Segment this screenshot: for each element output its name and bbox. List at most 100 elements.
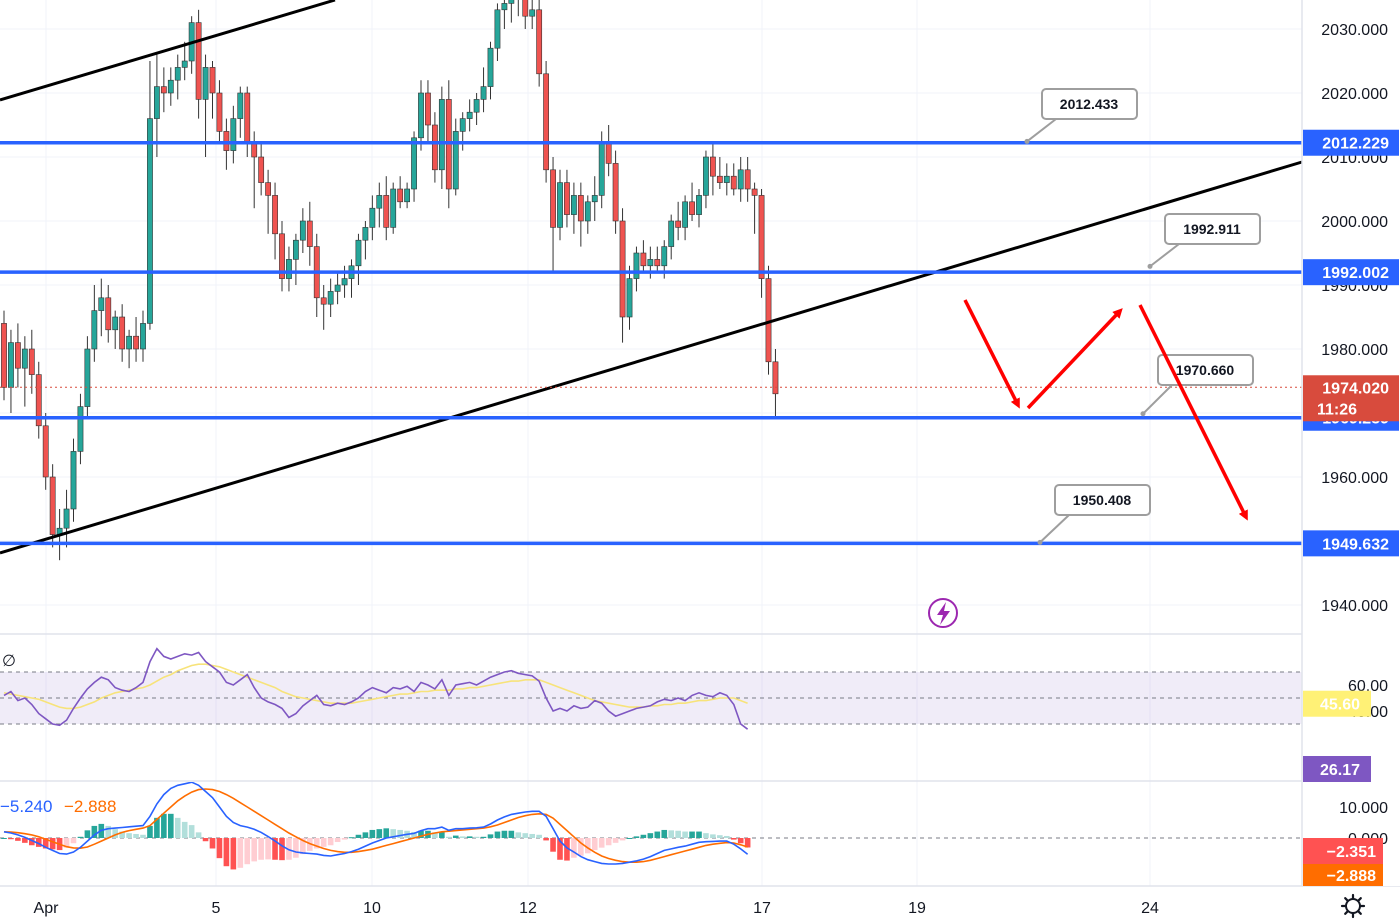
macd-histogram-bar <box>119 831 125 838</box>
candle <box>209 61 216 119</box>
candle-body <box>84 348 91 407</box>
candle <box>15 323 21 388</box>
candle <box>612 150 619 234</box>
candle <box>35 361 42 439</box>
candle-body <box>126 335 132 350</box>
macd-histogram-bar <box>279 838 285 861</box>
candle <box>348 259 355 298</box>
macd-histogram-bar <box>397 829 403 838</box>
candle-body <box>237 92 244 119</box>
trend-line-upper[interactable] <box>0 0 336 102</box>
macd-histogram-bar <box>522 833 529 838</box>
price-axis-tags: 2012.2291992.0021969.2591949.6321974.020… <box>1303 129 1399 886</box>
candle <box>723 163 730 196</box>
signal-legend-value: −2.888 <box>64 797 116 816</box>
price-callout[interactable]: 1950.408 <box>1037 484 1151 545</box>
macd-histogram-bar <box>737 838 744 844</box>
time-axis-labels: Apr 5 10 12 17 19 24 <box>34 900 1159 917</box>
candle <box>452 118 459 196</box>
price-callout[interactable]: 1970.660 <box>1140 354 1254 417</box>
countdown-timer: 11:26 <box>1317 401 1357 418</box>
macd-histogram-bar <box>112 829 118 838</box>
candle <box>174 54 181 100</box>
macd-histogram-bar <box>181 821 188 838</box>
trend-line-lower[interactable] <box>0 160 1303 555</box>
macd-histogram-bar <box>446 836 452 838</box>
candle-body <box>550 169 556 228</box>
macd-histogram-bar <box>188 825 195 838</box>
candle-body <box>570 195 577 215</box>
macd-histogram-bar <box>84 830 91 838</box>
candle <box>77 393 84 465</box>
candle-body <box>557 182 563 228</box>
macd-histogram-bar <box>265 838 271 860</box>
candle <box>258 144 265 196</box>
candle-body <box>209 67 216 94</box>
rsi-ma-tag-text: 45.60 <box>1320 697 1360 714</box>
candle <box>418 80 424 151</box>
macd-histogram-bar <box>91 825 98 838</box>
macd-histogram-bar <box>369 829 376 838</box>
candle-body <box>772 361 779 395</box>
macd-histogram-bar <box>223 838 230 867</box>
level-tag-bg <box>1303 530 1399 557</box>
candle <box>397 176 404 209</box>
price-tick-label: 1940.000 <box>1321 598 1388 615</box>
macd-histogram-bar <box>550 838 556 852</box>
rsi-collapse-icon[interactable]: ∅ <box>2 653 16 670</box>
macd-histogram-bar <box>15 838 21 841</box>
macd-histogram-bar <box>161 813 167 838</box>
candle <box>327 278 334 317</box>
macd-pane <box>0 782 1302 870</box>
candle <box>431 112 438 183</box>
candle-body <box>466 111 473 119</box>
level-tag-bg <box>1303 259 1399 286</box>
macd-histogram-bar <box>744 838 751 848</box>
candle-body <box>668 220 675 247</box>
macd-histogram-bar <box>605 838 612 846</box>
candle-body <box>640 252 647 267</box>
macd-histogram-bar <box>703 833 709 838</box>
candle <box>640 240 647 273</box>
rsi-line <box>3 647 749 730</box>
candle-body <box>626 278 633 318</box>
date-tick-label: 19 <box>908 900 926 917</box>
macd-histogram-bar <box>237 838 244 868</box>
candle-body <box>431 124 438 171</box>
macd-histogram-bar <box>515 832 522 838</box>
candle <box>529 0 536 29</box>
candle-body <box>411 137 417 190</box>
candle <box>536 0 543 87</box>
macd-histogram-bar <box>168 813 174 838</box>
lightning-icon[interactable] <box>928 598 958 628</box>
macd-histogram-bar <box>77 836 84 838</box>
candle <box>626 265 633 330</box>
macd-histogram-bar <box>480 836 487 838</box>
candle <box>751 182 758 234</box>
price-callout[interactable]: 1992.911 <box>1147 213 1261 269</box>
macd-histogram-bar <box>418 830 424 838</box>
candles <box>1 0 779 561</box>
candle-body <box>35 374 42 427</box>
candle <box>91 285 98 362</box>
candle <box>334 272 341 305</box>
candle-body <box>584 201 591 222</box>
macd-tick-label: 10.000 <box>1339 800 1388 817</box>
macd-histogram-bar <box>390 829 396 838</box>
macd-histogram-bar <box>675 830 681 838</box>
projection-arrows <box>963 299 1248 521</box>
macd-histogram-bar <box>654 831 661 838</box>
candle <box>425 80 431 145</box>
settings-gear-icon[interactable] <box>1340 893 1366 919</box>
candle-body <box>487 47 494 87</box>
date-tick-label: 12 <box>519 900 537 917</box>
candle-body <box>480 86 487 100</box>
price-callout[interactable]: 2012.433 <box>1024 88 1138 144</box>
macd-legend-value: −5.240 <box>0 797 52 816</box>
macd-histogram-bar <box>494 831 501 838</box>
candle <box>438 86 445 189</box>
candle <box>70 438 77 522</box>
candle-body <box>362 227 369 241</box>
last-price-value: 1974.020 <box>1322 380 1389 397</box>
